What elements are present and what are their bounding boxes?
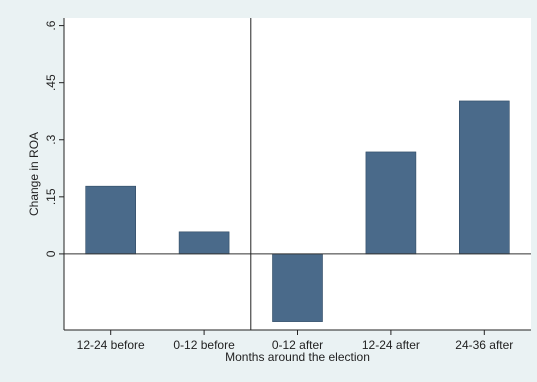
bar-0-12-before [178,231,230,255]
y-axis-label: Change in ROA [27,132,41,216]
x-tick-label: 12-24 before [77,338,145,352]
y-tick-label: 0 [44,250,58,257]
bar-24-36-after [458,100,510,255]
y-tick-label: .3 [44,134,58,144]
x-tick-label: 0-12 after [272,338,323,352]
x-axis-label: Months around the election [225,350,370,364]
x-tick-label: 0-12 before [173,338,235,352]
x-tick-label: 12-24 after [362,338,420,352]
bar-12-24-before [85,185,136,255]
y-tick-label: .6 [44,20,58,30]
y-tick-label: .45 [44,74,58,91]
y-tick-label: .15 [44,188,58,205]
bar-0-12-after [272,253,323,322]
x-tick-label: 24-36 after [455,338,513,352]
bar-12-24-after [365,151,417,255]
